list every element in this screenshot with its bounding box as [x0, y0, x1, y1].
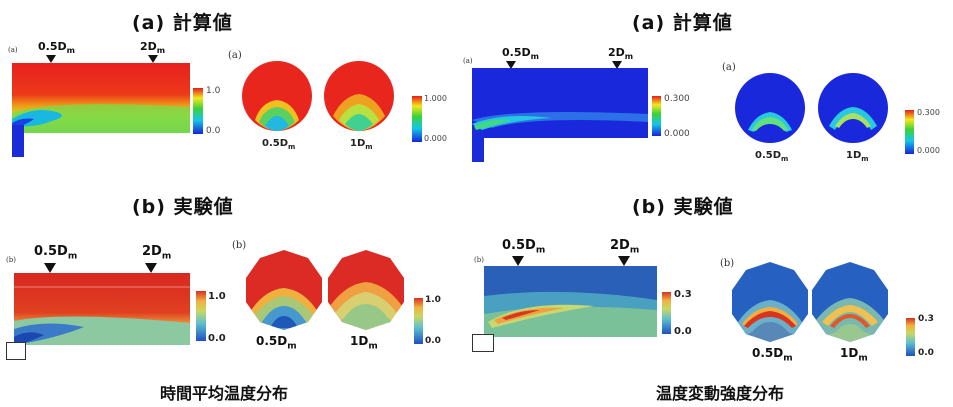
left-calc-circle-tag: (a)	[228, 50, 242, 61]
left-calc-circle-2	[324, 61, 394, 131]
right-calc-circle-1-label: 0.5Dm	[755, 150, 789, 163]
right-calc-marker2-label: 2Dm	[608, 46, 634, 62]
left-exp-marker2-arrow	[145, 263, 157, 273]
right-exp-marker2-label: 2Dm	[610, 238, 640, 256]
right-calc-circle-colorbar	[905, 110, 914, 154]
left-calc-marker2-label: 2Dm	[140, 40, 166, 56]
right-exp-panel-tag: (b)	[474, 256, 484, 264]
left-exp-marker1-label: 0.5Dm	[34, 244, 78, 262]
right-exp-side-cb-max: 0.3	[674, 289, 692, 300]
right-caption: 温度変動強度分布	[656, 384, 785, 403]
left-exp-title: (b) 実験値	[132, 196, 234, 218]
right-exp-circle-tag: (b)	[720, 258, 735, 269]
left-calc-circle-2-label: 1Dm	[350, 138, 373, 151]
right-calc-marker1-label: 0.5Dm	[502, 46, 539, 62]
right-calc-circle-cb-max: 0.300	[917, 108, 940, 117]
left-exp-circle-1-label: 0.5Dm	[256, 334, 297, 352]
right-calc-marker2-arrow	[612, 61, 622, 69]
right-exp-marker2-arrow	[618, 256, 630, 266]
left-exp-circle-cb-min: 0.0	[425, 336, 441, 346]
left-calc-side-cb-max: 1.0	[206, 86, 221, 96]
left-exp-panel-tag: (b)	[6, 256, 16, 264]
right-exp-marker1-arrow	[512, 256, 524, 266]
left-calc-circle-cb-min: 0.000	[424, 134, 447, 143]
left-exp-circle-1	[246, 250, 322, 330]
left-exp-circle-2	[328, 250, 404, 330]
left-exp-side-contour	[14, 273, 190, 345]
left-exp-side-cb-max: 1.0	[208, 291, 226, 302]
left-calc-marker2-arrow	[148, 55, 158, 63]
right-exp-circle-colorbar	[906, 318, 915, 356]
right-exp-side-colorbar	[662, 292, 671, 334]
right-exp-title: (b) 実験値	[632, 196, 734, 218]
right-calc-panel-tag: (a)	[463, 57, 473, 65]
left-exp-marker2-label: 2Dm	[142, 244, 172, 262]
right-calc-marker1-arrow	[506, 61, 516, 69]
right-calc-circle-2	[818, 73, 888, 143]
right-exp-circle-1-label: 0.5Dm	[752, 346, 793, 364]
left-exp-inlet-box	[6, 342, 26, 360]
left-calc-title: (a) 計算値	[132, 12, 233, 34]
right-exp-circle-cb-min: 0.0	[918, 348, 934, 358]
left-exp-circle-2-label: 1Dm	[350, 334, 378, 352]
left-calc-side-colorbar	[193, 88, 203, 134]
left-calc-side-cb-min: 0.0	[206, 126, 221, 136]
left-exp-side-colorbar	[196, 291, 206, 341]
left-calc-circle-cb-max: 1.000	[424, 94, 447, 103]
right-calc-side-colorbar	[652, 96, 661, 136]
left-calc-circle-1-label: 0.5Dm	[262, 138, 296, 151]
left-exp-marker1-arrow	[44, 263, 56, 273]
left-calc-marker1-label: 0.5Dm	[38, 40, 75, 56]
left-calc-circle-1	[242, 61, 312, 131]
right-exp-circle-2	[812, 262, 888, 342]
right-calc-side-cb-min: 0.000	[664, 129, 690, 139]
left-calc-panel-tag: (a)	[8, 46, 18, 54]
left-exp-circle-colorbar	[414, 298, 423, 344]
right-exp-marker1-label: 0.5Dm	[502, 238, 546, 256]
right-calc-circle-cb-min: 0.000	[917, 146, 940, 155]
left-exp-side-cb-min: 0.0	[208, 333, 226, 344]
right-exp-inlet-box	[472, 334, 494, 352]
right-exp-circle-1	[732, 262, 808, 342]
right-calc-title: (a) 計算値	[632, 12, 733, 34]
left-exp-circle-tag: (b)	[232, 240, 247, 251]
left-caption: 時間平均温度分布	[160, 384, 289, 403]
right-calc-side-cb-max: 0.300	[664, 94, 690, 104]
left-calc-side-contour	[12, 63, 190, 157]
right-calc-circle-1	[735, 73, 805, 143]
right-calc-side-contour	[472, 68, 648, 162]
right-exp-circle-cb-max: 0.3	[918, 314, 934, 324]
right-exp-side-cb-min: 0.0	[674, 326, 692, 337]
left-calc-marker1-arrow	[46, 55, 56, 63]
left-calc-circle-colorbar	[412, 96, 422, 142]
right-calc-circle-2-label: 1Dm	[846, 150, 869, 163]
right-exp-circle-2-label: 1Dm	[840, 346, 868, 364]
right-exp-side-contour	[484, 266, 657, 337]
right-calc-circle-tag: (a)	[722, 62, 736, 73]
left-exp-circle-cb-max: 1.0	[425, 295, 441, 305]
